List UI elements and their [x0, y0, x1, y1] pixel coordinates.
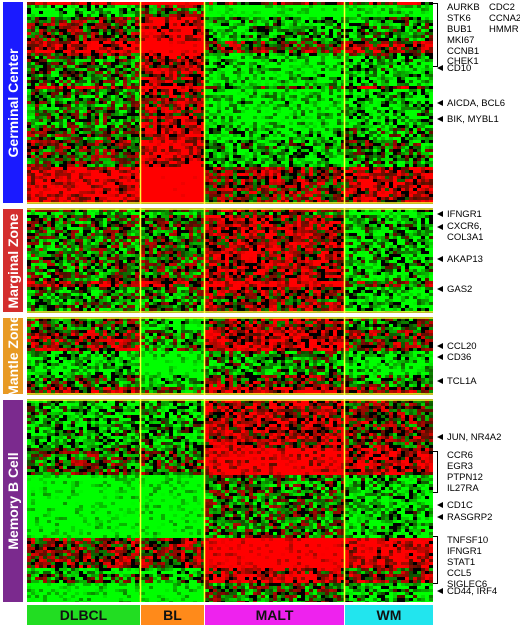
gene-label-ccnb1: CCNB1	[447, 46, 480, 57]
gene-label-egr3: EGR3	[447, 461, 473, 472]
section-label-text: Germinal Center	[5, 48, 21, 157]
gene-label-mki67: MKI67	[447, 35, 475, 46]
arrow-icon	[437, 514, 443, 520]
gene-label-col3a1: COL3A1	[447, 232, 484, 243]
arrow-icon	[437, 256, 443, 262]
gene-label-cxcr6: CXCR6,	[447, 221, 482, 232]
arrow-icon	[437, 100, 443, 106]
gene-label-cd10: CD10	[447, 63, 472, 74]
section-gap	[27, 313, 433, 317]
gene-label-ptpn12: PTPN12	[447, 472, 483, 483]
arrow-icon	[437, 502, 443, 508]
arrow-icon	[437, 343, 443, 349]
section-label-marginal-zone: Marginal Zone	[3, 209, 23, 312]
arrow-icon	[437, 116, 443, 122]
gene-label-cdc2: CDC2	[489, 2, 515, 13]
arrow-icon	[437, 286, 443, 292]
arrow-icon	[437, 65, 443, 71]
section-label-germinal-center: Germinal Center	[3, 2, 23, 203]
annotation-bracket	[433, 536, 438, 584]
gene-label-il27ra: IL27RA	[447, 483, 479, 494]
gene-label-ccl5: CCL5	[447, 568, 472, 579]
annotation-bracket	[433, 3, 438, 67]
arrow-icon	[437, 224, 443, 230]
group-label-malt: MALT	[205, 605, 344, 625]
section-label-text: Mantle Zone	[5, 315, 21, 397]
arrow-icon	[437, 378, 443, 384]
gene-label-tnfsf10: TNFSF10	[447, 535, 489, 546]
gene-label-gas2: GAS2	[447, 284, 473, 295]
gene-label-akap13: AKAP13	[447, 254, 483, 265]
gene-label-siglec6: SIGLEC6	[447, 579, 488, 590]
gene-label-ifngr1: IFNGR1	[447, 209, 482, 220]
section-gap	[27, 395, 433, 399]
group-label-wm: WM	[345, 605, 433, 625]
gene-label-bub1: BUB1	[447, 24, 472, 35]
arrow-icon	[437, 434, 443, 440]
gene-label-chek1: CHEK1	[447, 56, 479, 67]
heatmap-cells	[27, 2, 433, 602]
gene-label-hmmr: HMMR	[489, 24, 519, 35]
arrow-icon	[437, 354, 443, 360]
gene-label-cd1c: CD1C	[447, 500, 473, 511]
gene-label-rasgrp2: RASGRP2	[447, 512, 493, 523]
section-label-memory-b-cell: Memory B Cell	[3, 400, 23, 602]
section-label-mantle-zone: Mantle Zone	[3, 315, 23, 397]
gene-label-jun-nr4a2: JUN, NR4A2	[447, 432, 502, 443]
gene-label-ccna2: CCNA2	[489, 13, 520, 24]
gene-label-ccr6: CCR6	[447, 450, 473, 461]
gene-label-stk6: STK6	[447, 13, 471, 24]
section-label-text: Marginal Zone	[5, 213, 21, 308]
arrow-icon	[437, 588, 443, 594]
gene-label-stat1: STAT1	[447, 557, 476, 568]
gene-label-ifngr1-2: IFNGR1	[447, 546, 482, 557]
gene-label-cd44-irf4: CD44, IRF4	[447, 586, 498, 597]
group-label-dlbcl: DLBCL	[27, 605, 140, 625]
gene-label-ccl20: CCL20	[447, 341, 477, 352]
gene-label-aicda-bcl6: AICDA, BCL6	[447, 98, 506, 109]
gene-label-aurkb: AURKB	[447, 2, 480, 13]
gene-label-bik-mybl1: BIK, MYBL1	[447, 114, 499, 125]
arrow-icon	[437, 211, 443, 217]
section-gap	[27, 204, 433, 208]
gene-label-tcl1a: TCL1A	[447, 376, 477, 387]
annotation-bracket	[433, 451, 438, 493]
gene-label-cd36: CD36	[447, 352, 472, 363]
group-label-bl: BL	[141, 605, 204, 625]
section-label-text: Memory B Cell	[5, 452, 21, 550]
